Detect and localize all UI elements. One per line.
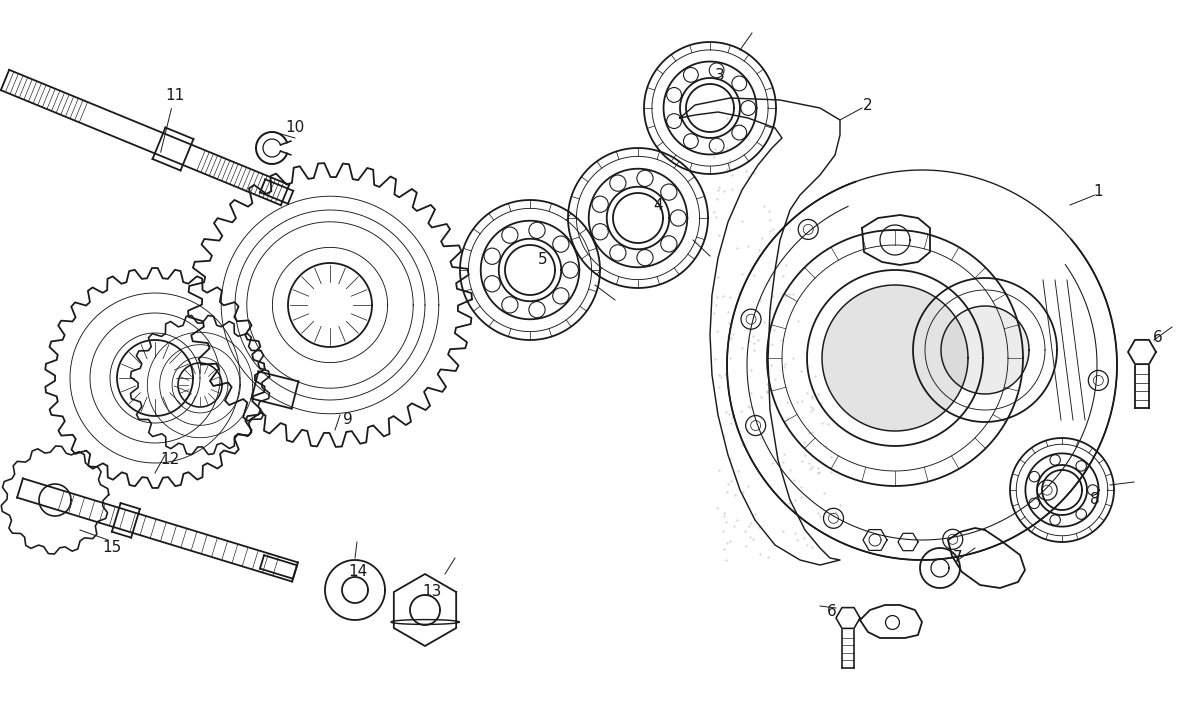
Text: 2: 2	[863, 98, 872, 113]
Text: 4: 4	[653, 198, 662, 212]
Text: 3: 3	[715, 67, 725, 83]
Text: 10: 10	[286, 120, 305, 135]
Circle shape	[941, 306, 1030, 394]
Text: 7: 7	[953, 551, 962, 566]
Text: 1: 1	[1093, 185, 1103, 200]
Text: 12: 12	[161, 452, 180, 467]
Text: 14: 14	[348, 564, 367, 580]
Circle shape	[822, 285, 968, 431]
Text: 13: 13	[422, 585, 442, 600]
Text: 6: 6	[827, 605, 836, 620]
Text: 15: 15	[102, 540, 121, 556]
Text: 5: 5	[538, 253, 548, 268]
Text: 11: 11	[161, 88, 185, 152]
Text: 8: 8	[1090, 493, 1100, 508]
Text: 9: 9	[343, 413, 353, 428]
Text: 6: 6	[1153, 331, 1163, 346]
